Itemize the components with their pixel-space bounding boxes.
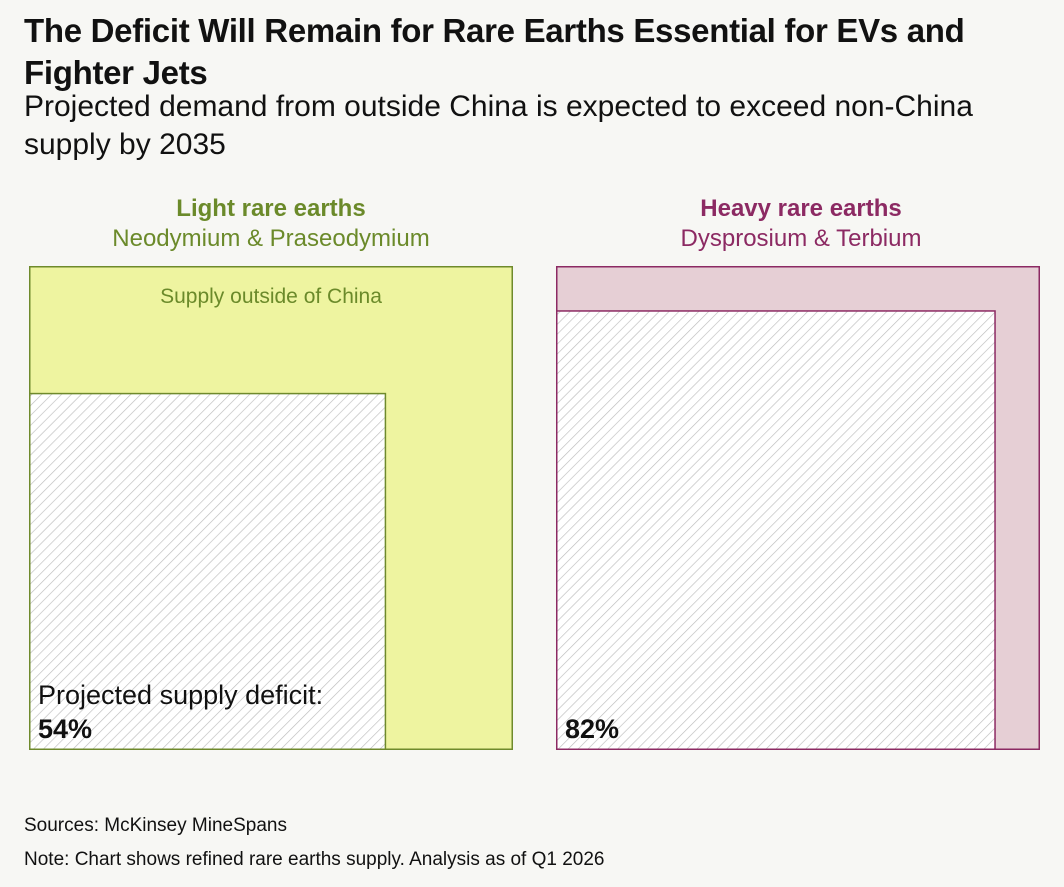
panel-subtitle: Neodymium & Praseodymium: [112, 225, 429, 252]
deficit-value: 54%: [38, 714, 92, 744]
deficit-label: Projected supply deficit:: [38, 680, 323, 710]
deficit-square: [29, 392, 387, 750]
supply-label: Supply outside of China: [160, 285, 382, 308]
chart-subtitle: Projected demand from outside China is e…: [24, 90, 973, 161]
panel-title: Light rare earths: [176, 195, 365, 222]
panel-title: Heavy rare earths: [700, 195, 901, 222]
footnote: Note: Chart shows refined rare earths su…: [24, 849, 605, 870]
sources-note: Sources: McKinsey MineSpans: [24, 815, 287, 836]
deficit-square: [556, 310, 996, 750]
chart-title: The Deficit Will Remain for Rare Earths …: [24, 12, 965, 91]
panel-subtitle: Dysprosium & Terbium: [681, 225, 922, 252]
deficit-value: 82%: [565, 714, 619, 744]
